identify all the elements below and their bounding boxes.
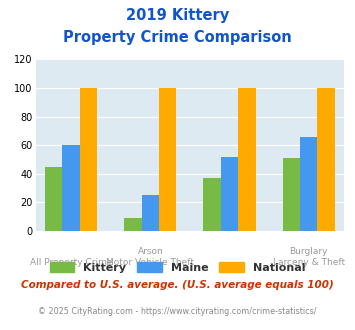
Bar [283,158,300,231]
Bar [317,88,335,231]
Text: All Property Crime: All Property Crime [30,258,113,267]
Bar [62,145,80,231]
Bar [142,195,159,231]
Text: © 2025 CityRating.com - https://www.cityrating.com/crime-statistics/: © 2025 CityRating.com - https://www.city… [38,307,317,316]
Bar [80,88,97,231]
Text: Compared to U.S. average. (U.S. average equals 100): Compared to U.S. average. (U.S. average … [21,280,334,290]
Bar [203,178,221,231]
Text: Motor Vehicle Theft: Motor Vehicle Theft [106,258,194,267]
Text: Property Crime Comparison: Property Crime Comparison [63,30,292,45]
Bar [45,167,62,231]
Text: Larceny & Theft: Larceny & Theft [273,258,345,267]
Text: Burglary: Burglary [289,247,328,256]
Bar [221,157,238,231]
Text: Arson: Arson [137,247,163,256]
Bar [159,88,176,231]
Legend: Kittery, Maine, National: Kittery, Maine, National [45,258,310,278]
Bar [300,137,317,231]
Bar [124,218,142,231]
Text: 2019 Kittery: 2019 Kittery [126,8,229,23]
Bar [238,88,256,231]
